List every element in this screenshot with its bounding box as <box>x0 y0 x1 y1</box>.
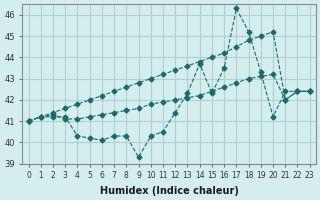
X-axis label: Humidex (Indice chaleur): Humidex (Indice chaleur) <box>100 186 239 196</box>
